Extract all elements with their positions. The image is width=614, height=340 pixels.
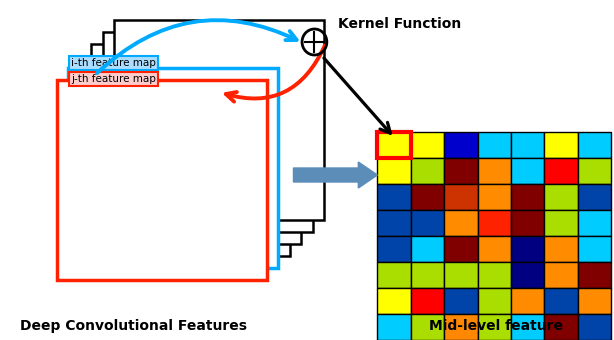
Bar [378, 184, 411, 210]
Bar [578, 184, 611, 210]
Bar [444, 262, 478, 288]
Bar [578, 210, 611, 236]
Bar [444, 314, 478, 340]
Bar [80, 56, 290, 256]
Text: Mid-level feature: Mid-level feature [429, 319, 562, 333]
Bar [511, 132, 545, 158]
Bar [511, 262, 545, 288]
Bar [378, 132, 411, 158]
Bar [545, 158, 578, 184]
FancyArrowPatch shape [324, 58, 391, 133]
Bar [478, 132, 511, 158]
Text: i-th feature map: i-th feature map [71, 58, 156, 68]
Bar [478, 158, 511, 184]
Bar [444, 236, 478, 262]
Bar [411, 236, 444, 262]
Bar [444, 184, 478, 210]
Bar [511, 236, 545, 262]
Text: j-th feature map: j-th feature map [71, 74, 156, 84]
Bar [478, 210, 511, 236]
Bar [545, 210, 578, 236]
Bar [411, 210, 444, 236]
FancyArrow shape [293, 162, 378, 188]
Bar [444, 158, 478, 184]
Bar [378, 132, 411, 158]
Bar [411, 314, 444, 340]
Bar [378, 158, 411, 184]
FancyArrowPatch shape [226, 46, 325, 102]
Bar [411, 262, 444, 288]
Bar [545, 288, 578, 314]
Bar [511, 314, 545, 340]
Bar [545, 184, 578, 210]
Bar [478, 236, 511, 262]
Bar [57, 80, 266, 280]
Bar [578, 262, 611, 288]
Text: Kernel Function: Kernel Function [338, 17, 462, 31]
Bar [444, 210, 478, 236]
Bar [478, 184, 511, 210]
Bar [578, 132, 611, 158]
Bar [578, 158, 611, 184]
Bar [511, 210, 545, 236]
Bar [511, 158, 545, 184]
Bar [478, 288, 511, 314]
Bar [411, 132, 444, 158]
Text: Deep Convolutional Features: Deep Convolutional Features [20, 319, 247, 333]
FancyArrowPatch shape [97, 20, 297, 73]
Bar [444, 132, 478, 158]
Bar [91, 44, 301, 244]
Bar [578, 314, 611, 340]
Bar [578, 236, 611, 262]
Bar [511, 184, 545, 210]
Bar [378, 314, 411, 340]
Bar [103, 32, 313, 232]
Bar [578, 288, 611, 314]
Bar [378, 236, 411, 262]
Bar [545, 132, 578, 158]
Bar [478, 314, 511, 340]
Bar [378, 262, 411, 288]
Bar [411, 158, 444, 184]
Bar [511, 288, 545, 314]
Bar [545, 236, 578, 262]
Bar [68, 68, 278, 268]
Bar [378, 210, 411, 236]
Bar [378, 288, 411, 314]
Bar [114, 20, 324, 220]
Bar [411, 288, 444, 314]
Bar [444, 288, 478, 314]
Bar [545, 314, 578, 340]
Bar [545, 262, 578, 288]
Bar [478, 262, 511, 288]
Bar [411, 184, 444, 210]
